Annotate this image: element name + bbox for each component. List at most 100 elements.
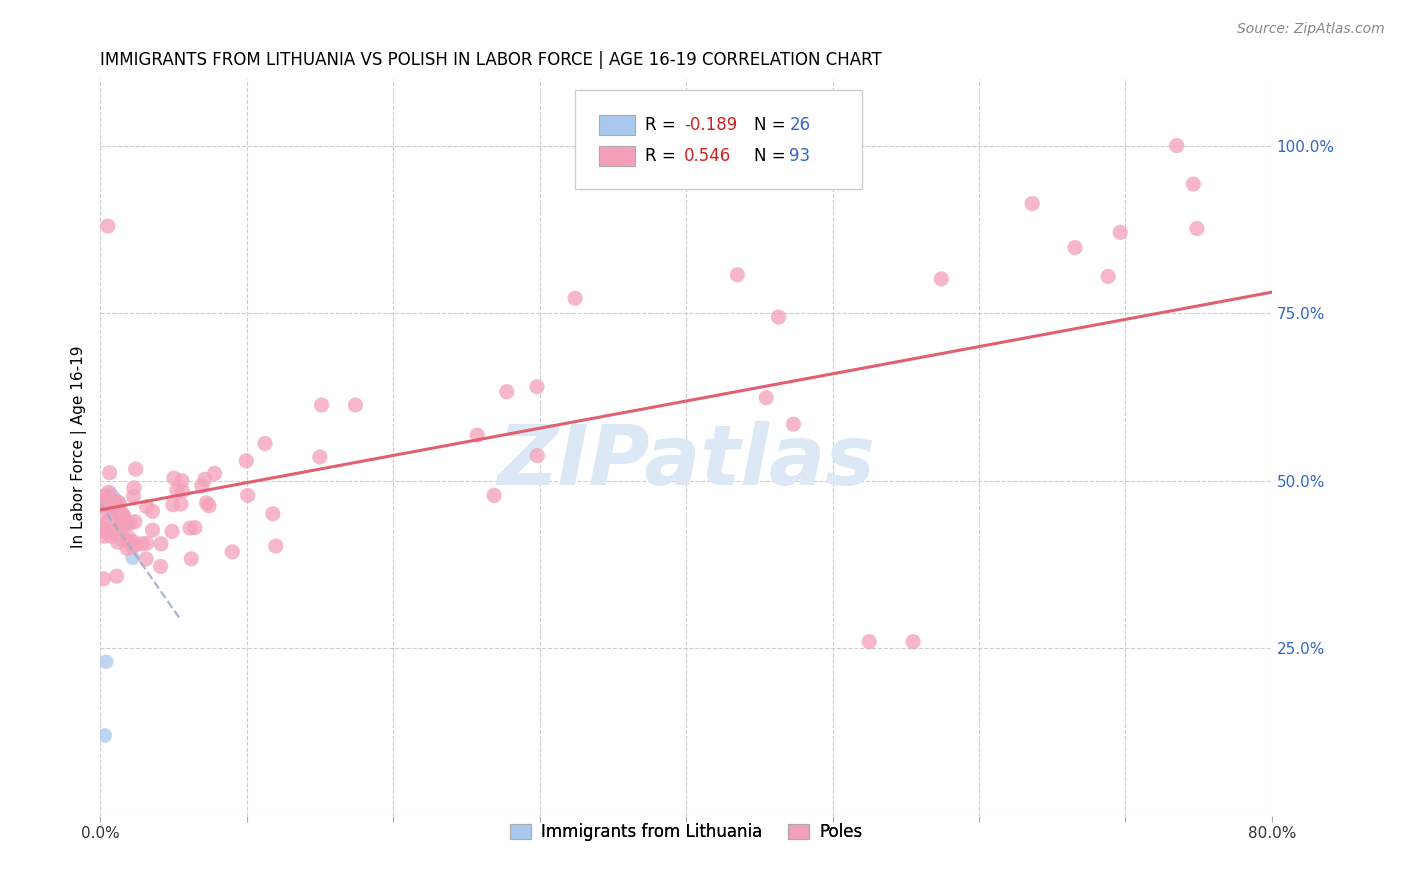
- FancyBboxPatch shape: [599, 115, 634, 136]
- Point: [110, 508, 132, 523]
- Point: [94, 504, 117, 518]
- Point: [344, 398, 367, 412]
- Point: [195, 496, 218, 510]
- Point: [97, 494, 120, 508]
- Point: [104, 497, 127, 511]
- Point: [782, 417, 804, 432]
- Point: [100, 503, 122, 517]
- Point: [112, 508, 135, 523]
- Point: [98, 497, 121, 511]
- Point: [97, 219, 120, 233]
- Point: [96, 494, 118, 508]
- Point: [94, 729, 117, 743]
- Point: [755, 391, 778, 405]
- Point: [98, 490, 121, 504]
- Point: [901, 634, 924, 648]
- Point: [107, 495, 129, 509]
- Point: [141, 504, 163, 518]
- Text: ZIPatlas: ZIPatlas: [498, 422, 875, 502]
- Text: N =: N =: [754, 147, 792, 165]
- Text: R =: R =: [645, 116, 681, 134]
- Point: [122, 481, 145, 495]
- Point: [94, 497, 117, 511]
- Point: [194, 472, 217, 486]
- Text: 93: 93: [789, 147, 810, 165]
- Point: [111, 508, 134, 522]
- Point: [96, 500, 118, 515]
- Point: [1097, 269, 1119, 284]
- Point: [172, 483, 194, 498]
- Point: [108, 510, 131, 524]
- Point: [121, 540, 143, 554]
- Point: [96, 655, 118, 669]
- Point: [179, 521, 201, 535]
- Point: [1109, 226, 1132, 240]
- Point: [105, 569, 128, 583]
- Point: [105, 504, 128, 518]
- Point: [311, 398, 333, 412]
- Point: [93, 489, 115, 503]
- Point: [160, 524, 183, 539]
- Point: [103, 491, 125, 505]
- Text: N =: N =: [754, 116, 792, 134]
- Text: 0.546: 0.546: [683, 147, 731, 165]
- Point: [150, 537, 173, 551]
- Point: [135, 500, 157, 514]
- Text: R =: R =: [645, 147, 681, 165]
- Point: [110, 532, 132, 546]
- Point: [236, 488, 259, 502]
- Point: [122, 490, 145, 504]
- Point: [98, 466, 121, 480]
- Point: [149, 559, 172, 574]
- Point: [107, 535, 129, 549]
- Point: [262, 507, 284, 521]
- Point: [93, 491, 115, 505]
- Point: [101, 497, 124, 511]
- Point: [166, 483, 188, 497]
- Text: Source: ZipAtlas.com: Source: ZipAtlas.com: [1237, 22, 1385, 37]
- Point: [1185, 221, 1208, 235]
- Point: [98, 494, 121, 508]
- Point: [115, 517, 138, 532]
- Point: [93, 516, 115, 531]
- Point: [1166, 138, 1188, 153]
- Point: [103, 500, 125, 515]
- Point: [931, 272, 953, 286]
- Point: [105, 500, 128, 515]
- Point: [97, 491, 120, 505]
- Point: [100, 487, 122, 501]
- Point: [107, 521, 129, 535]
- Point: [858, 634, 880, 648]
- Point: [108, 518, 131, 533]
- Point: [264, 539, 287, 553]
- Point: [118, 531, 141, 545]
- Point: [198, 499, 221, 513]
- Legend: Immigrants from Lithuania, Poles: Immigrants from Lithuania, Poles: [503, 817, 869, 848]
- Point: [253, 436, 276, 450]
- Point: [111, 514, 134, 528]
- Point: [125, 462, 148, 476]
- Point: [107, 500, 129, 515]
- Point: [93, 495, 115, 509]
- Point: [180, 551, 202, 566]
- Point: [104, 494, 127, 508]
- Point: [115, 516, 138, 530]
- Point: [97, 514, 120, 528]
- Point: [97, 485, 120, 500]
- Point: [526, 380, 548, 394]
- Point: [94, 494, 117, 508]
- Point: [120, 516, 142, 531]
- Point: [100, 491, 122, 505]
- Point: [235, 454, 257, 468]
- Point: [124, 538, 146, 552]
- Point: [465, 428, 488, 442]
- Point: [101, 494, 124, 508]
- Point: [564, 291, 586, 305]
- Point: [184, 520, 207, 534]
- Point: [191, 479, 214, 493]
- Point: [768, 310, 790, 324]
- Point: [609, 159, 631, 173]
- Point: [93, 572, 115, 586]
- Point: [121, 550, 143, 565]
- Point: [162, 498, 184, 512]
